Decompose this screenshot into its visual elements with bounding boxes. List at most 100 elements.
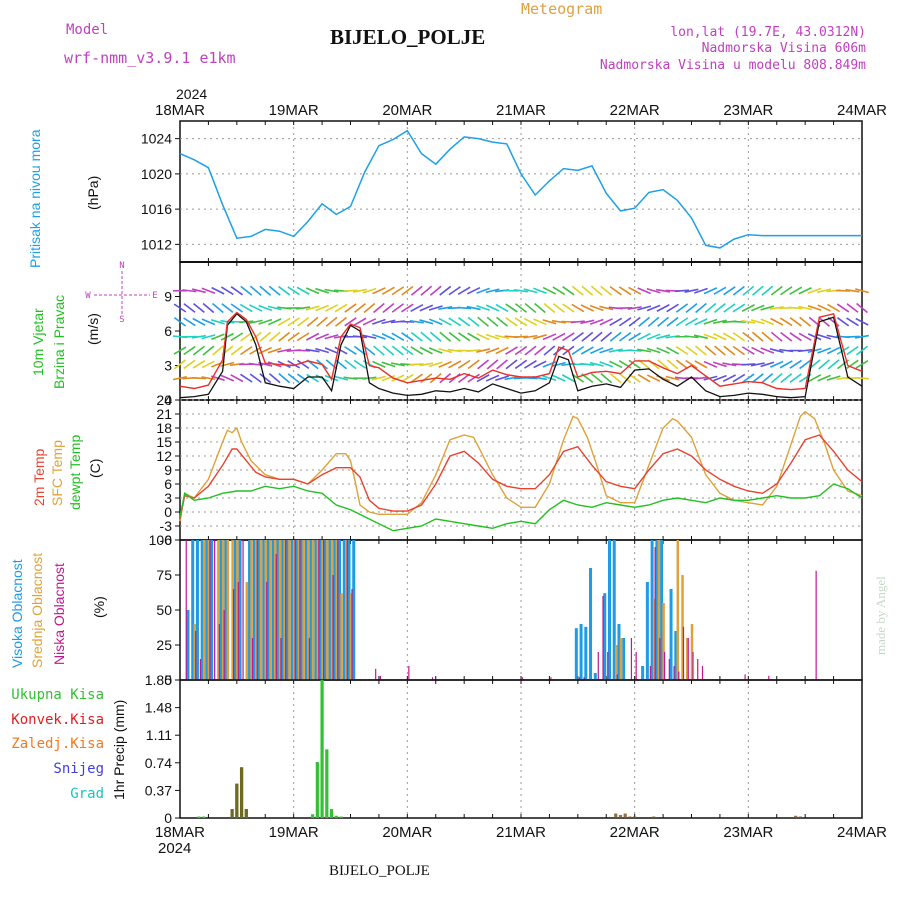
precip-conv-bar [614, 813, 618, 818]
wind-barb [789, 359, 802, 369]
wind-barb [372, 360, 386, 368]
cloud-bar [248, 540, 252, 680]
precip-conv-bar [239, 767, 244, 818]
2m-temp-line [179, 434, 863, 520]
wind-barb [534, 302, 546, 314]
wind-barb [779, 317, 793, 327]
cloud-bar [308, 638, 310, 680]
wind-barb [485, 374, 500, 382]
y-tick-label: 0 [164, 392, 172, 408]
cloud-bar [304, 540, 308, 680]
wind-barb [646, 347, 661, 354]
panel-border [179, 261, 863, 401]
cloud-bar [199, 659, 202, 680]
wind-barb [695, 302, 707, 314]
wind-barb [551, 361, 566, 367]
wind-barb [183, 345, 196, 356]
cloud-bar [589, 568, 593, 680]
wind-barb [523, 288, 538, 294]
wind-barb [315, 304, 329, 312]
wind-speed-line [179, 311, 863, 391]
wind-barb [675, 303, 689, 313]
wind-barb [249, 285, 262, 296]
time-tick-label-top: 22MAR [610, 102, 660, 119]
wind-barb [685, 359, 698, 369]
wind-barb [846, 345, 859, 356]
wind-barb [240, 373, 253, 383]
wind-barb [856, 302, 868, 314]
cloud-bar [273, 540, 277, 680]
wind-barb [192, 345, 205, 356]
cloud-bar [262, 540, 266, 680]
wind-barb [353, 303, 366, 313]
wind-barb [230, 374, 244, 383]
wind-barb [277, 317, 291, 326]
wind-barb [543, 302, 556, 314]
cloud-bar [654, 547, 656, 680]
pressure-panel: 1012 1016 1020 1024 [141, 120, 863, 263]
cloud-bar [288, 540, 291, 680]
wind-barb [685, 317, 698, 326]
wind-barb [524, 302, 537, 314]
cloud-bar [375, 668, 377, 680]
cloud-bar [266, 540, 270, 680]
wind-barb [637, 305, 652, 311]
wind-barb [240, 345, 253, 356]
cloud-bar [584, 626, 588, 680]
wind-barb [817, 333, 832, 340]
wind-barb [315, 333, 329, 341]
wind-barb [267, 347, 282, 354]
wind-barb [476, 305, 491, 311]
wind-barb [590, 346, 604, 355]
wind-barb [628, 332, 642, 342]
wind-barb [230, 345, 243, 356]
wind-barb [618, 286, 632, 296]
cloud-bar [333, 540, 337, 680]
time-tick-label-bottom: 18MAR [155, 824, 205, 841]
wind-barb [561, 374, 575, 383]
wind-barb [627, 349, 642, 352]
wind-barb [419, 319, 434, 325]
wind-barb [448, 286, 461, 296]
cloud-bar [603, 593, 607, 680]
wind-barb [305, 287, 320, 295]
time-tick-label-top: 19MAR [269, 102, 319, 119]
cloud-bar [352, 540, 356, 680]
wind-barb [486, 316, 499, 327]
wind-barb [628, 286, 642, 295]
y-tick-label: 18 [156, 420, 172, 436]
cloud-bar [431, 677, 434, 680]
cloud-bar [744, 674, 746, 680]
wind-barb [467, 359, 480, 370]
cloud-bar [195, 631, 197, 680]
wind-barb [581, 285, 594, 296]
wind-barb [619, 373, 632, 384]
wind-barb [381, 333, 396, 341]
wind-unit: (m/s) [85, 313, 101, 345]
cloud-bar [275, 554, 277, 680]
wind-barb [542, 319, 557, 325]
wind-barb [846, 303, 859, 313]
wind-barb [486, 359, 499, 370]
wind-barb [580, 304, 594, 312]
wind-barb [846, 359, 859, 370]
cloud-bar [319, 540, 323, 680]
cloud-bar [191, 540, 195, 680]
wind-barb [713, 286, 727, 295]
wind-barb [703, 375, 718, 381]
wind-barb [780, 331, 793, 342]
cloud-bar [614, 645, 618, 680]
time-tick-label-bottom: 23MAR [723, 824, 773, 841]
wind-barb [807, 333, 822, 341]
precip-total-bar [329, 809, 334, 818]
y-tick-label: 100 [149, 532, 173, 548]
precip-total-bar [197, 816, 201, 818]
wind-barb [769, 306, 784, 310]
wind-barb [542, 286, 557, 295]
top-time-tick-labels: 18MAR 19MAR 20MAR 21MAR 22MAR 23MAR 24MAR [155, 102, 887, 119]
wind-barb [552, 286, 566, 296]
cloud-bar [231, 540, 234, 680]
wind-barb [600, 285, 613, 296]
cloud-bar [250, 540, 253, 680]
wind-barb [505, 359, 518, 370]
